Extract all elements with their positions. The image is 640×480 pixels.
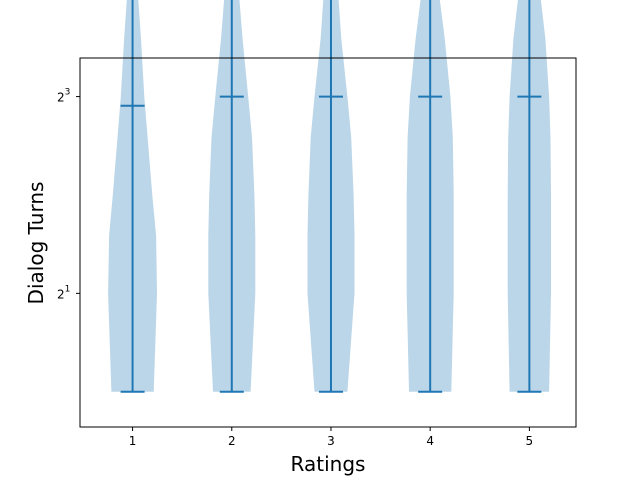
x-tick-label: 1 xyxy=(129,434,137,448)
y-axis-ticks: 2123252729 xyxy=(57,88,80,301)
x-tick-label: 2 xyxy=(228,434,236,448)
y-tick-label: 21 xyxy=(57,284,70,301)
x-axis-label: Ratings xyxy=(291,452,366,476)
x-axis-ticks: 1 2 3 4 5 xyxy=(129,427,533,448)
axes-frame xyxy=(79,57,577,428)
y-axis-label: Dialog Turns xyxy=(24,182,48,305)
violin-lines xyxy=(120,0,542,393)
x-tick-label: 3 xyxy=(327,434,335,448)
y-tick-label: 23 xyxy=(57,88,70,105)
x-tick-label: 4 xyxy=(426,434,434,448)
x-tick-label: 5 xyxy=(526,434,534,448)
plot-area xyxy=(79,0,577,428)
